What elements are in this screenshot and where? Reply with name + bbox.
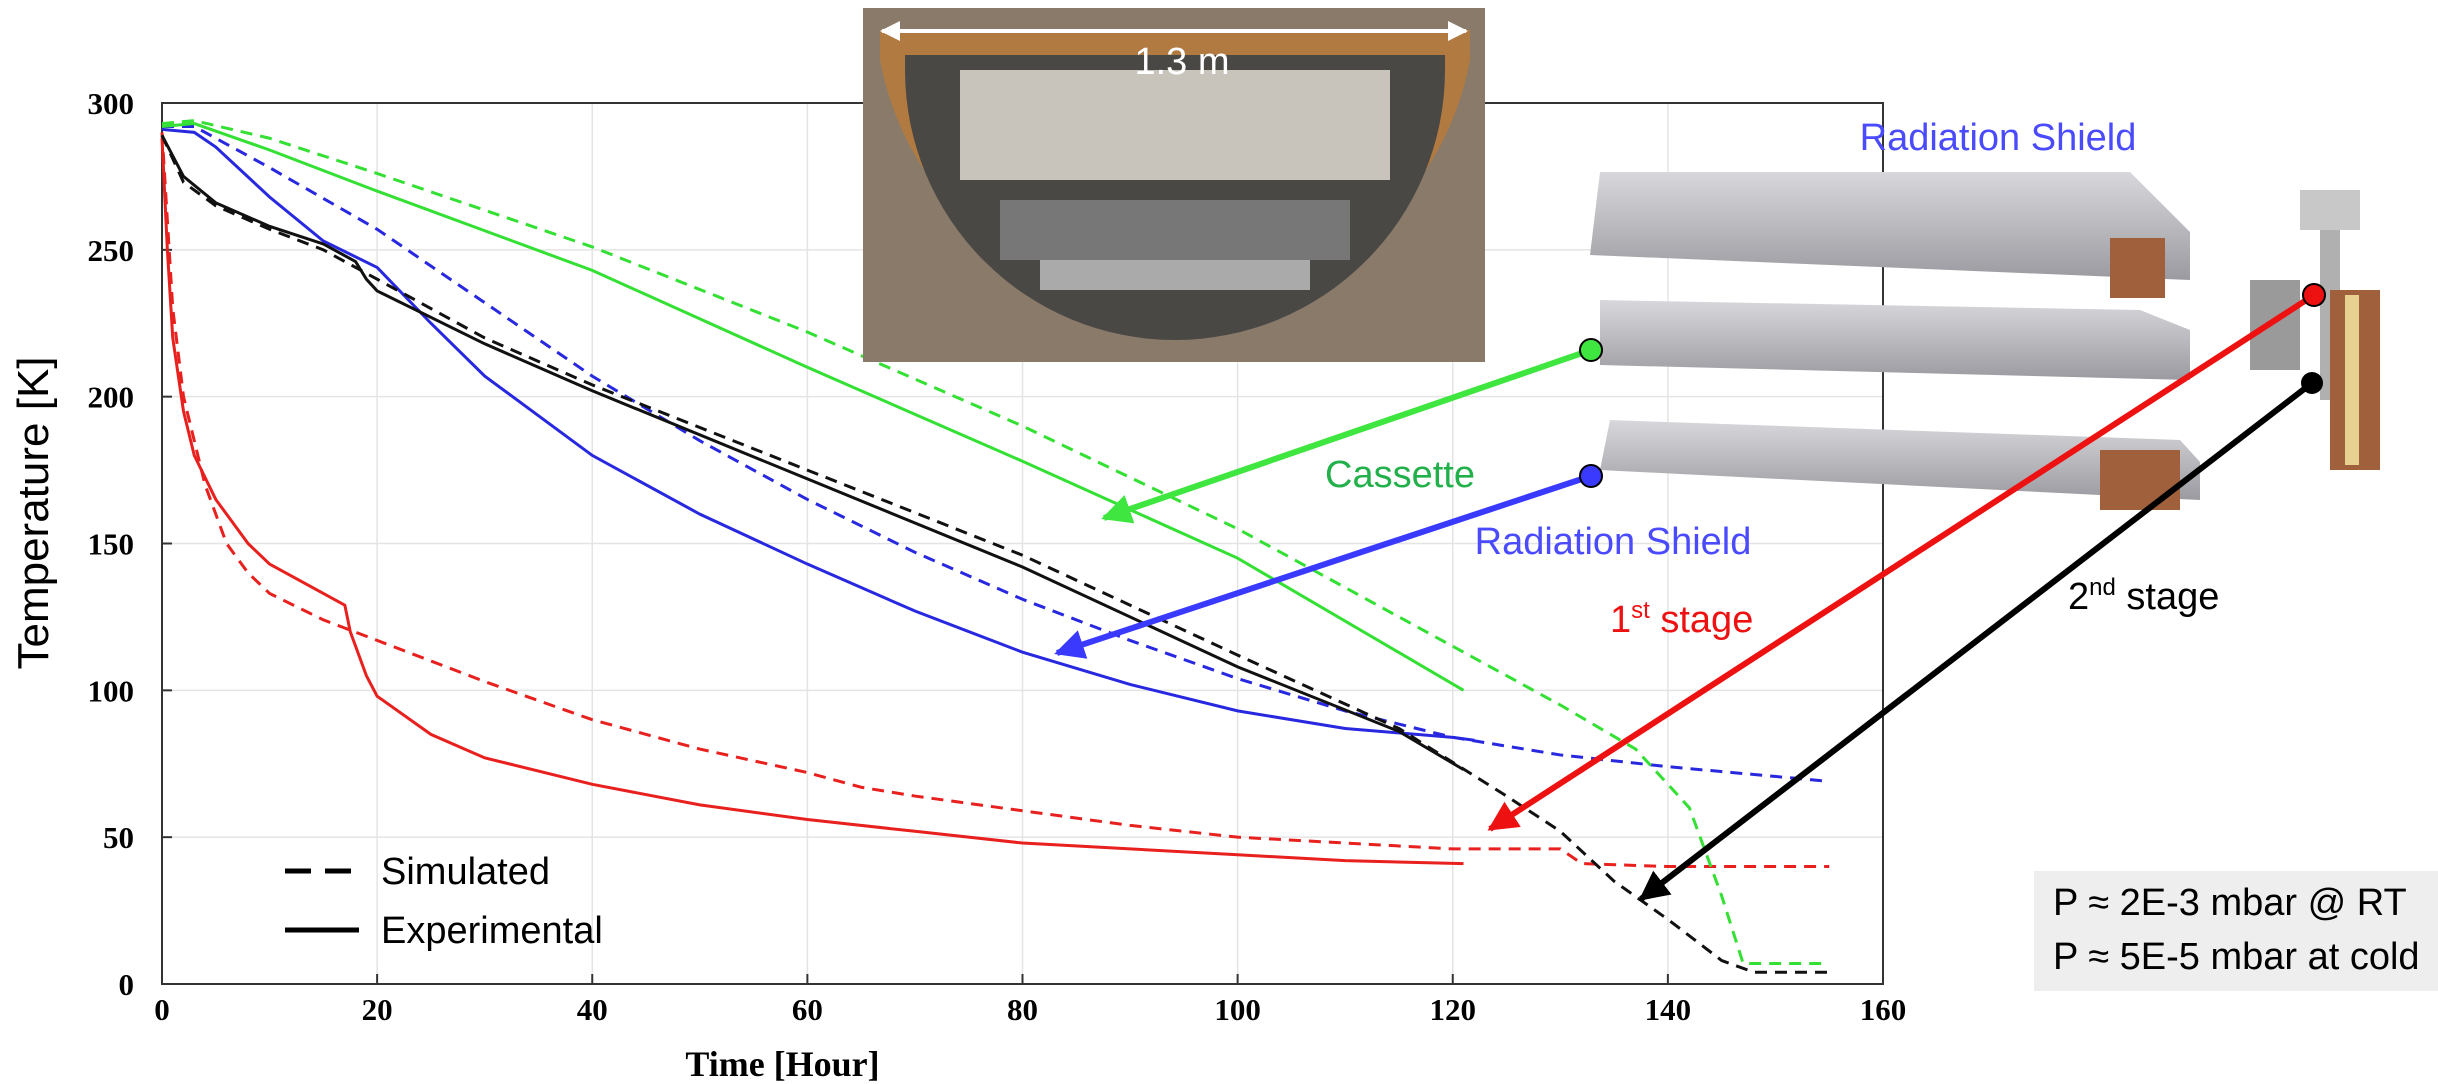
pressure-text: P ≈ 2E-3 mbar @ RT <box>2053 882 2407 924</box>
exploded-view <box>1590 172 2380 510</box>
stage1-label: 1st stage <box>1610 597 1753 641</box>
x-tick-label: 120 <box>1430 992 1477 1027</box>
y-axis-label: Temperature [K] <box>9 356 58 669</box>
series-line <box>161 127 1475 742</box>
arrows <box>1054 283 2326 902</box>
x-tick-label: 20 <box>362 992 393 1027</box>
x-axis-label: Time [Hour] <box>685 1044 879 1084</box>
y-tick-label: 250 <box>88 233 135 268</box>
series-line <box>160 138 1464 866</box>
y-tick-label: 200 <box>88 380 135 415</box>
legend-label: Simulated <box>381 851 550 893</box>
photo <box>863 8 1485 362</box>
series-line <box>160 134 1830 974</box>
series-line <box>160 132 1830 869</box>
shield-label: Radiation Shield <box>1475 521 1752 563</box>
series-line <box>161 122 1465 692</box>
y-tick-label: 300 <box>88 86 135 121</box>
stage2-label: 2nd stage <box>2068 574 2219 618</box>
shield-top-label: Radiation Shield <box>1860 117 2137 159</box>
x-tick-label: 100 <box>1214 992 1261 1027</box>
legend-label: Experimental <box>381 910 603 952</box>
x-tick-label: 0 <box>154 992 170 1027</box>
y-tick-label: 0 <box>119 967 135 1002</box>
size-label: 1.3 m <box>1134 41 1229 83</box>
x-tick-label: 140 <box>1645 992 1692 1027</box>
series-line <box>162 124 1830 783</box>
x-tick-label: 160 <box>1860 992 1907 1027</box>
series-line <box>160 134 1465 771</box>
y-tick-label: 50 <box>103 820 134 855</box>
pressure-text: P ≈ 5E-5 mbar at cold <box>2053 936 2420 978</box>
x-tick-label: 40 <box>577 992 608 1027</box>
cassette-label: Cassette <box>1325 454 1475 496</box>
x-tick-label: 60 <box>792 992 823 1027</box>
pressure-box <box>2034 871 2438 991</box>
x-tick-label: 80 <box>1007 992 1038 1027</box>
y-tick-label: 150 <box>88 527 135 562</box>
series-line <box>161 119 1830 965</box>
y-tick-label: 100 <box>88 673 135 708</box>
